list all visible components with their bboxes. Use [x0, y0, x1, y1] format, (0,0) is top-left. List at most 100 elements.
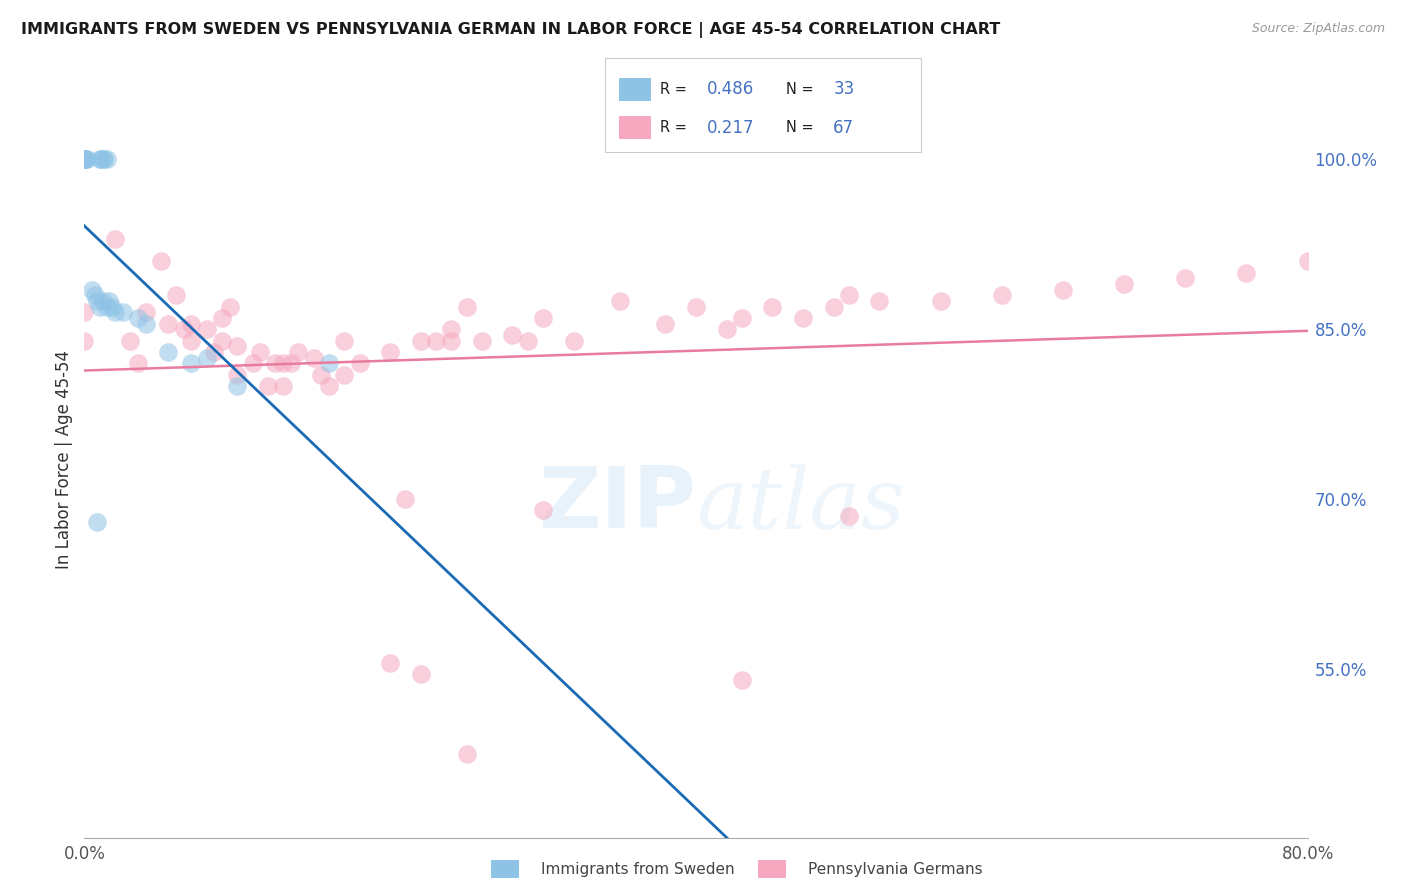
Point — [302, 351, 325, 365]
Point — [287, 344, 309, 359]
Point — [86, 515, 108, 529]
Point — [731, 673, 754, 687]
Point — [104, 305, 127, 319]
Text: ZIP: ZIP — [538, 463, 696, 547]
Point — [97, 293, 120, 308]
Point — [440, 322, 463, 336]
Point — [127, 356, 149, 370]
Point — [1174, 271, 1197, 285]
Point — [101, 300, 124, 314]
Text: N =: N = — [786, 120, 818, 135]
Point — [73, 153, 96, 167]
Point — [173, 322, 195, 336]
Point — [180, 317, 202, 331]
Point — [609, 293, 631, 308]
Point — [456, 300, 478, 314]
Point — [202, 344, 225, 359]
Point — [218, 300, 240, 314]
Point — [380, 344, 402, 359]
Bar — [619, 116, 651, 139]
Point — [73, 153, 96, 167]
Y-axis label: In Labor Force | Age 45-54: In Labor Force | Age 45-54 — [55, 350, 73, 569]
Point — [333, 334, 356, 348]
Point — [211, 310, 233, 325]
Point — [531, 503, 554, 517]
Point — [180, 334, 202, 348]
Text: Pennsylvania Germans: Pennsylvania Germans — [808, 863, 983, 877]
Point — [127, 310, 149, 325]
Point — [89, 153, 111, 167]
Point — [75, 153, 97, 167]
Point — [195, 351, 218, 365]
Point — [1236, 266, 1258, 280]
Point — [73, 153, 96, 167]
Point — [157, 344, 180, 359]
Point — [349, 356, 371, 370]
Point — [1114, 277, 1136, 291]
Point — [409, 334, 432, 348]
Point — [838, 288, 860, 302]
Text: 33: 33 — [834, 80, 855, 98]
Point — [89, 153, 111, 167]
Point — [311, 368, 333, 382]
Point — [91, 293, 114, 308]
Text: Immigrants from Sweden: Immigrants from Sweden — [541, 863, 735, 877]
Point — [502, 327, 524, 342]
Point — [280, 356, 302, 370]
Point — [195, 322, 218, 336]
Point — [409, 667, 432, 681]
Point — [531, 310, 554, 325]
Point — [89, 300, 111, 314]
Text: R =: R = — [659, 82, 692, 97]
Point — [685, 300, 707, 314]
Point — [226, 379, 249, 393]
Text: atlas: atlas — [696, 464, 905, 546]
Text: N =: N = — [786, 82, 818, 97]
Point — [249, 344, 271, 359]
Point — [73, 305, 96, 319]
Point — [792, 310, 814, 325]
Point — [93, 153, 115, 167]
Text: R =: R = — [659, 120, 696, 135]
Point — [226, 339, 249, 353]
Text: 67: 67 — [834, 119, 855, 136]
Point — [86, 293, 108, 308]
Point — [120, 334, 142, 348]
Point — [838, 508, 860, 523]
Point — [731, 310, 754, 325]
Point — [135, 317, 157, 331]
Point — [869, 293, 891, 308]
Point — [96, 153, 118, 167]
Point — [104, 232, 127, 246]
Point — [180, 356, 202, 370]
Point — [264, 356, 287, 370]
Point — [226, 368, 249, 382]
Point — [211, 334, 233, 348]
Point — [516, 334, 538, 348]
Point — [242, 356, 264, 370]
Point — [149, 254, 172, 268]
Point — [91, 153, 114, 167]
Point — [394, 491, 416, 506]
Text: 0.217: 0.217 — [707, 119, 755, 136]
Text: IMMIGRANTS FROM SWEDEN VS PENNSYLVANIA GERMAN IN LABOR FORCE | AGE 45-54 CORRELA: IMMIGRANTS FROM SWEDEN VS PENNSYLVANIA G… — [21, 22, 1000, 38]
Point — [135, 305, 157, 319]
Point — [271, 379, 294, 393]
Point — [716, 322, 738, 336]
Point — [425, 334, 447, 348]
Point — [257, 379, 280, 393]
Point — [96, 300, 118, 314]
Point — [111, 305, 134, 319]
Point — [73, 153, 96, 167]
Point — [991, 288, 1014, 302]
Point — [73, 334, 96, 348]
Point — [165, 288, 187, 302]
Point — [562, 334, 585, 348]
Point — [456, 747, 478, 761]
Point — [76, 153, 98, 167]
Point — [380, 656, 402, 670]
Point — [929, 293, 952, 308]
Text: Source: ZipAtlas.com: Source: ZipAtlas.com — [1251, 22, 1385, 36]
Point — [73, 153, 96, 167]
Point — [654, 317, 676, 331]
